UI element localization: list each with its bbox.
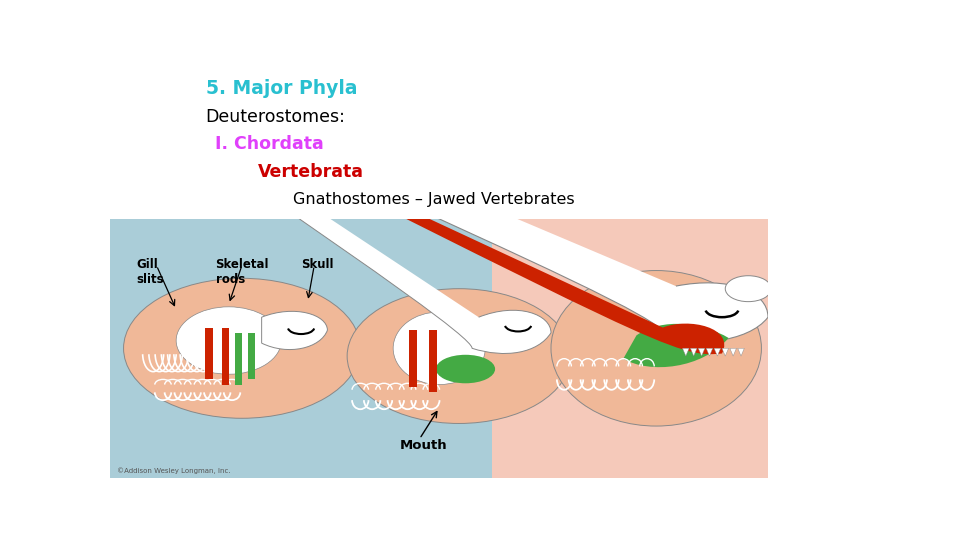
Text: ©Addison Wesley Longman, Inc.: ©Addison Wesley Longman, Inc. xyxy=(117,467,230,474)
Ellipse shape xyxy=(124,278,360,418)
Polygon shape xyxy=(698,348,705,356)
Ellipse shape xyxy=(394,312,485,384)
Bar xyxy=(409,330,417,387)
PathPatch shape xyxy=(623,324,729,367)
PathPatch shape xyxy=(262,312,327,349)
Text: Move from detritivores to predators: Move from detritivores to predators xyxy=(317,441,657,459)
Bar xyxy=(222,328,229,384)
Polygon shape xyxy=(730,348,736,356)
Text: 5. Major Phyla: 5. Major Phyla xyxy=(205,79,357,98)
Ellipse shape xyxy=(551,271,761,426)
Text: I. Chordata: I. Chordata xyxy=(215,136,324,153)
Polygon shape xyxy=(690,348,697,356)
Text: Mouth: Mouth xyxy=(399,440,447,453)
Ellipse shape xyxy=(348,289,570,423)
Text: Vertebrata: Vertebrata xyxy=(257,163,364,181)
Text: Gill
slits: Gill slits xyxy=(136,258,164,286)
PathPatch shape xyxy=(0,310,551,540)
Ellipse shape xyxy=(177,307,281,374)
Polygon shape xyxy=(722,348,729,356)
Polygon shape xyxy=(683,348,689,356)
Bar xyxy=(492,219,768,478)
Ellipse shape xyxy=(436,355,495,383)
Text: Gnathostomes – Jawed Vertebrates: Gnathostomes – Jawed Vertebrates xyxy=(294,192,575,207)
Polygon shape xyxy=(707,348,712,356)
Bar xyxy=(205,328,213,380)
Text: Skull: Skull xyxy=(301,258,334,271)
Text: Deuterostomes:: Deuterostomes: xyxy=(205,109,346,126)
PathPatch shape xyxy=(0,283,768,540)
Ellipse shape xyxy=(725,276,771,302)
Polygon shape xyxy=(737,348,744,356)
Bar xyxy=(235,333,242,384)
Bar xyxy=(429,330,437,393)
PathPatch shape xyxy=(661,323,724,354)
Polygon shape xyxy=(714,348,721,356)
Text: Skeletal
rods: Skeletal rods xyxy=(216,258,269,286)
Bar xyxy=(249,333,255,380)
